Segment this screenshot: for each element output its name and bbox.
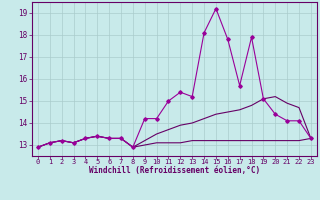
X-axis label: Windchill (Refroidissement éolien,°C): Windchill (Refroidissement éolien,°C) [89, 166, 260, 175]
